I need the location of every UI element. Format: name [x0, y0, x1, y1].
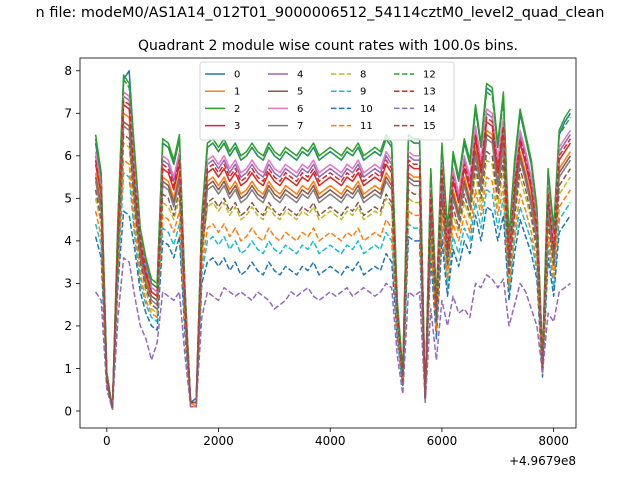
- legend-label-15: 15: [423, 121, 436, 132]
- x-tick-label: 2000: [203, 434, 234, 448]
- series-line-12: [94, 78, 572, 410]
- legend-label-2: 2: [234, 104, 240, 115]
- y-tick-label: 1: [64, 362, 72, 376]
- legend-label-13: 13: [423, 87, 436, 98]
- legend-label-1: 1: [234, 87, 240, 98]
- series-line-13: [94, 99, 572, 410]
- legend-label-11: 11: [360, 121, 373, 132]
- series-line-6: [94, 91, 572, 410]
- series-line-1: [94, 112, 572, 410]
- x-tick-label: 8000: [538, 434, 569, 448]
- y-tick-label: 8: [64, 64, 72, 78]
- figure-suptitle: n file: modeM0/AS1A14_012T01_9000006512_…: [36, 5, 605, 21]
- legend-label-9: 9: [360, 87, 366, 98]
- y-tick-label: 7: [64, 107, 72, 121]
- legend-label-4: 4: [297, 70, 303, 81]
- y-tick-label: 3: [64, 277, 72, 291]
- y-axis: 0 1 2 3 4 5 6 7 8: [64, 64, 80, 418]
- legend-label-10: 10: [360, 104, 373, 115]
- y-tick-label: 0: [64, 404, 72, 418]
- series-line-11: [94, 159, 572, 410]
- x-tick-label: 6000: [427, 434, 458, 448]
- y-tick-label: 4: [64, 234, 72, 248]
- x-axis: 0 2000 4000 6000 8000: [103, 428, 569, 448]
- series-line-14: [94, 257, 571, 410]
- x-axis-offset-label: +4.9679e8: [509, 454, 576, 468]
- x-tick-label: 0: [103, 434, 111, 448]
- legend-label-5: 5: [297, 87, 303, 98]
- series-line-2: [94, 74, 572, 410]
- legend-label-12: 12: [423, 70, 436, 81]
- legend-label-6: 6: [297, 104, 303, 115]
- series-line-9: [94, 172, 572, 410]
- legend-label-14: 14: [423, 104, 436, 115]
- legend-box: [199, 61, 455, 141]
- series-line-4: [94, 95, 572, 410]
- series-line-3: [94, 104, 572, 410]
- legend-label-0: 0: [234, 70, 240, 81]
- y-tick-label: 2: [64, 319, 72, 333]
- series-line-7: [94, 125, 572, 410]
- plot-series-layer: [94, 70, 572, 410]
- chart-title: Quadrant 2 module wise count rates with …: [138, 38, 518, 54]
- axes-frame: [79, 57, 577, 429]
- y-tick-label: 6: [64, 149, 72, 163]
- legend-label-3: 3: [234, 121, 240, 132]
- series-line-10: [94, 206, 572, 410]
- y-tick-label: 5: [64, 192, 72, 206]
- series-line-5: [94, 121, 572, 410]
- series-line-8: [94, 142, 572, 410]
- legend-label-8: 8: [360, 70, 366, 81]
- legend-label-7: 7: [297, 121, 303, 132]
- x-tick-label: 4000: [315, 434, 346, 448]
